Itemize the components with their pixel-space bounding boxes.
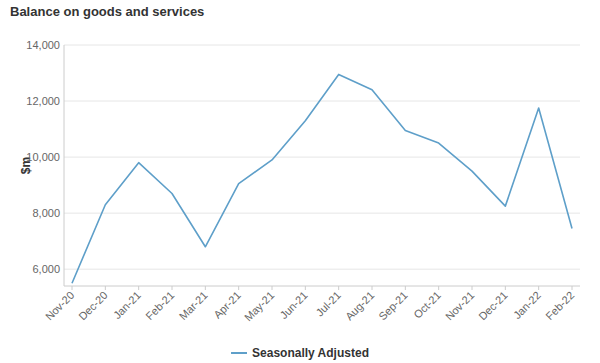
x-tick [238, 286, 239, 290]
x-tick-label: Apr-21 [211, 289, 243, 321]
x-tick [272, 286, 273, 290]
x-tick [505, 286, 506, 290]
x-tick-label: Sep-21 [376, 289, 410, 323]
chart-container: Balance on goods and services$m6,0008,00… [0, 0, 600, 363]
y-tick-label: 8,000 [32, 207, 60, 219]
x-tick [338, 286, 339, 290]
x-axis-line [64, 286, 580, 287]
grid-line [64, 157, 580, 158]
x-tick [372, 286, 373, 290]
x-tick-label: Feb-22 [543, 289, 576, 322]
y-tick-label: 12,000 [26, 95, 60, 107]
x-tick-label: Dec-20 [76, 289, 110, 323]
grid-line [64, 213, 580, 214]
x-tick-label: Oct-21 [411, 289, 443, 321]
series-line [72, 74, 572, 283]
x-tick-label: Jun-21 [277, 289, 309, 321]
x-tick-label: Dec-21 [476, 289, 510, 323]
x-tick-label: Nov-20 [43, 289, 77, 323]
x-tick-label: Jul-21 [313, 289, 343, 319]
grid-line [64, 269, 580, 270]
x-tick-label: Aug-21 [343, 289, 377, 323]
grid-line [64, 101, 580, 102]
y-axis-line [64, 45, 65, 286]
x-tick [172, 286, 173, 290]
x-tick-label: Jan-22 [511, 289, 543, 321]
legend: Seasonally Adjusted [231, 346, 369, 360]
y-tick-label: 10,000 [26, 151, 60, 163]
x-tick-label: Nov-21 [443, 289, 477, 323]
legend-swatch [231, 352, 247, 354]
x-tick [572, 286, 573, 290]
legend-label: Seasonally Adjusted [252, 346, 369, 360]
x-tick [305, 286, 306, 290]
x-tick-label: May-21 [242, 289, 276, 323]
x-tick [138, 286, 139, 290]
y-tick-label: 14,000 [26, 39, 60, 51]
x-tick [538, 286, 539, 290]
x-tick [105, 286, 106, 290]
chart-title: Balance on goods and services [10, 4, 204, 19]
chart-svg: Balance on goods and services$m6,0008,00… [0, 0, 600, 363]
x-tick [438, 286, 439, 290]
x-tick [72, 286, 73, 290]
x-tick [405, 286, 406, 290]
x-tick-label: Mar-21 [177, 289, 210, 322]
x-tick [472, 286, 473, 290]
y-tick-label: 6,000 [32, 263, 60, 275]
x-tick-label: Feb-21 [143, 289, 176, 322]
plot-area [72, 74, 572, 283]
x-tick-label: Jan-21 [111, 289, 143, 321]
grid-line [64, 45, 580, 46]
x-tick [205, 286, 206, 290]
